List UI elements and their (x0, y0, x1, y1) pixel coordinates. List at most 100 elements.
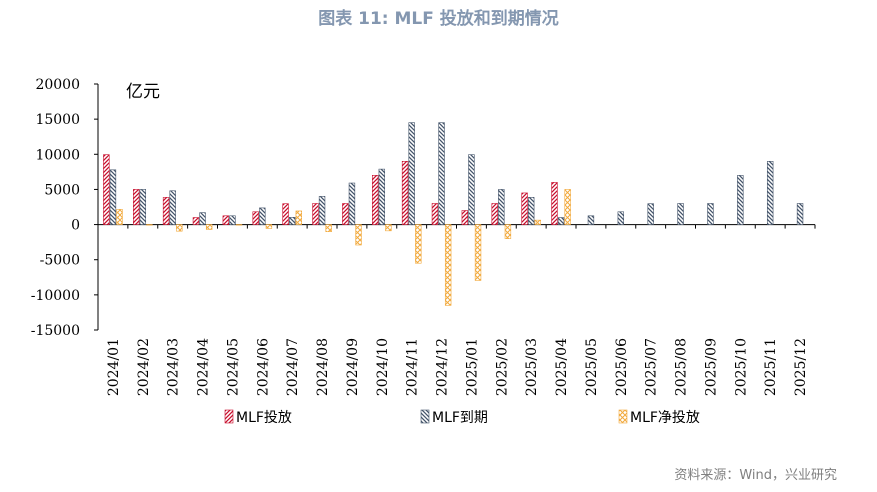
legend-swatch (224, 409, 234, 424)
bar-mlf-issue (342, 203, 349, 225)
x-tick-label: 2025/09 (703, 338, 719, 396)
bar-mlf-net (564, 189, 571, 225)
x-tick-label: 2025/04 (554, 338, 570, 396)
bar-mlf-maturity (617, 211, 625, 225)
y-tick-label: 0 (71, 218, 80, 234)
bar-mlf-issue (192, 217, 200, 225)
unit-label: 亿元 (126, 82, 160, 102)
bar-mlf-issue (282, 203, 289, 225)
x-tick-label: 2024/02 (136, 338, 152, 396)
x-tick-label: 2025/08 (674, 338, 690, 396)
bar-mlf-maturity (259, 207, 266, 225)
bar-mlf-issue (162, 197, 170, 225)
bar-mlf-net (355, 224, 362, 246)
legend-label: MLF净投放 (630, 410, 700, 426)
bar-mlf-issue (491, 203, 498, 225)
bar-mlf-maturity (498, 189, 505, 225)
bar-mlf-maturity (438, 122, 445, 225)
bar-mlf-issue (521, 192, 528, 225)
x-tick-label: 2024/10 (375, 338, 391, 396)
bar-mlf-net (444, 224, 452, 306)
bar-mlf-maturity (677, 203, 684, 225)
x-tick-label: 2024/12 (435, 338, 451, 396)
bar-mlf-maturity (348, 182, 356, 225)
bar-mlf-maturity (707, 203, 714, 225)
bar-mlf-maturity (139, 189, 147, 225)
bar-mlf-net (325, 224, 332, 232)
bar-mlf-maturity (766, 161, 774, 225)
bar-mlf-maturity (169, 190, 176, 225)
bar-mlf-net (474, 224, 482, 281)
bar-mlf-maturity (318, 196, 326, 225)
legend-swatch (618, 409, 628, 424)
bar-mlf-maturity (288, 217, 296, 225)
y-tick-label: 15000 (35, 112, 80, 128)
x-tick-label: 2024/01 (106, 338, 122, 396)
bar-mlf-maturity (378, 168, 386, 225)
bar-mlf-maturity (109, 169, 117, 225)
bar-mlf-net (534, 219, 541, 225)
x-tick-label: 2025/07 (644, 338, 660, 396)
bar-mlf-net (415, 224, 422, 264)
x-tick-label: 2024/11 (405, 338, 421, 396)
bar-mlf-issue (252, 211, 259, 225)
bar-mlf-maturity (587, 215, 595, 225)
legend-label: MLF投放 (236, 410, 292, 426)
bar-mlf-issue (133, 189, 140, 225)
bar-mlf-issue (222, 215, 230, 225)
bar-mlf-net (146, 224, 153, 226)
y-tick-label: -10000 (31, 288, 80, 304)
bar-mlf-net (205, 224, 213, 230)
y-tick-label: 20000 (35, 77, 80, 93)
chart-legend: MLF投放 MLF到期 MLF净投放 (224, 409, 700, 426)
bar-mlf-maturity (796, 203, 804, 225)
legend-label: MLF到期 (432, 410, 488, 426)
chart-title: 图表 11: MLF 投放和到期情况 (318, 9, 559, 29)
y-tick-label: 5000 (44, 182, 80, 198)
chart-bars (103, 122, 804, 306)
x-tick-label: 2025/10 (733, 338, 749, 396)
x-tick-label: 2024/05 (225, 338, 241, 396)
x-tick-label: 2025/05 (584, 338, 600, 396)
x-tick-label: 2024/03 (166, 338, 182, 396)
bar-mlf-maturity (527, 197, 535, 225)
x-tick-label: 2025/01 (464, 338, 480, 396)
bar-mlf-net (504, 224, 512, 239)
x-tick-label: 2025/11 (763, 338, 779, 396)
bar-mlf-issue (461, 210, 469, 225)
bar-mlf-maturity (468, 154, 475, 225)
x-tick-label: 2025/03 (524, 338, 540, 396)
bar-mlf-net (265, 224, 273, 229)
legend-swatch (420, 409, 430, 424)
x-tick-label: 2024/07 (285, 338, 301, 396)
bar-mlf-issue (312, 203, 319, 225)
x-tick-label: 2024/08 (315, 338, 331, 396)
bar-mlf-maturity (199, 212, 206, 225)
y-tick-label: -5000 (40, 253, 80, 269)
bar-mlf-net (176, 224, 183, 232)
bar-mlf-issue (431, 203, 439, 225)
x-tick-label: 2024/09 (345, 338, 361, 396)
bar-mlf-issue (551, 182, 558, 225)
y-tick-label: -15000 (31, 323, 80, 339)
chart-axes: 20000 15000 10000 5000 0 -5000 -10000 -15000 亿元 2… (31, 77, 816, 396)
bar-mlf-net (385, 224, 392, 232)
bar-mlf-net (295, 210, 302, 225)
x-tick-label: 2025/02 (494, 338, 510, 396)
bar-mlf-net (116, 209, 123, 225)
bar-mlf-maturity (557, 217, 565, 225)
bar-mlf-maturity (737, 175, 744, 225)
y-tick-label: 10000 (35, 147, 80, 163)
x-tick-label: 2025/06 (614, 338, 630, 396)
bar-mlf-issue (401, 161, 409, 225)
bar-mlf-issue (103, 154, 110, 225)
x-tick-label: 2024/04 (196, 338, 212, 396)
x-tick-label: 2024/06 (255, 338, 271, 396)
source-note: 资料来源：Wind，兴业研究 (674, 468, 837, 483)
x-tick-label: 2025/12 (793, 338, 809, 396)
bar-mlf-maturity (229, 215, 236, 225)
bar-mlf-issue (372, 175, 379, 225)
bar-mlf-maturity (647, 203, 654, 225)
bar-mlf-maturity (408, 122, 415, 225)
